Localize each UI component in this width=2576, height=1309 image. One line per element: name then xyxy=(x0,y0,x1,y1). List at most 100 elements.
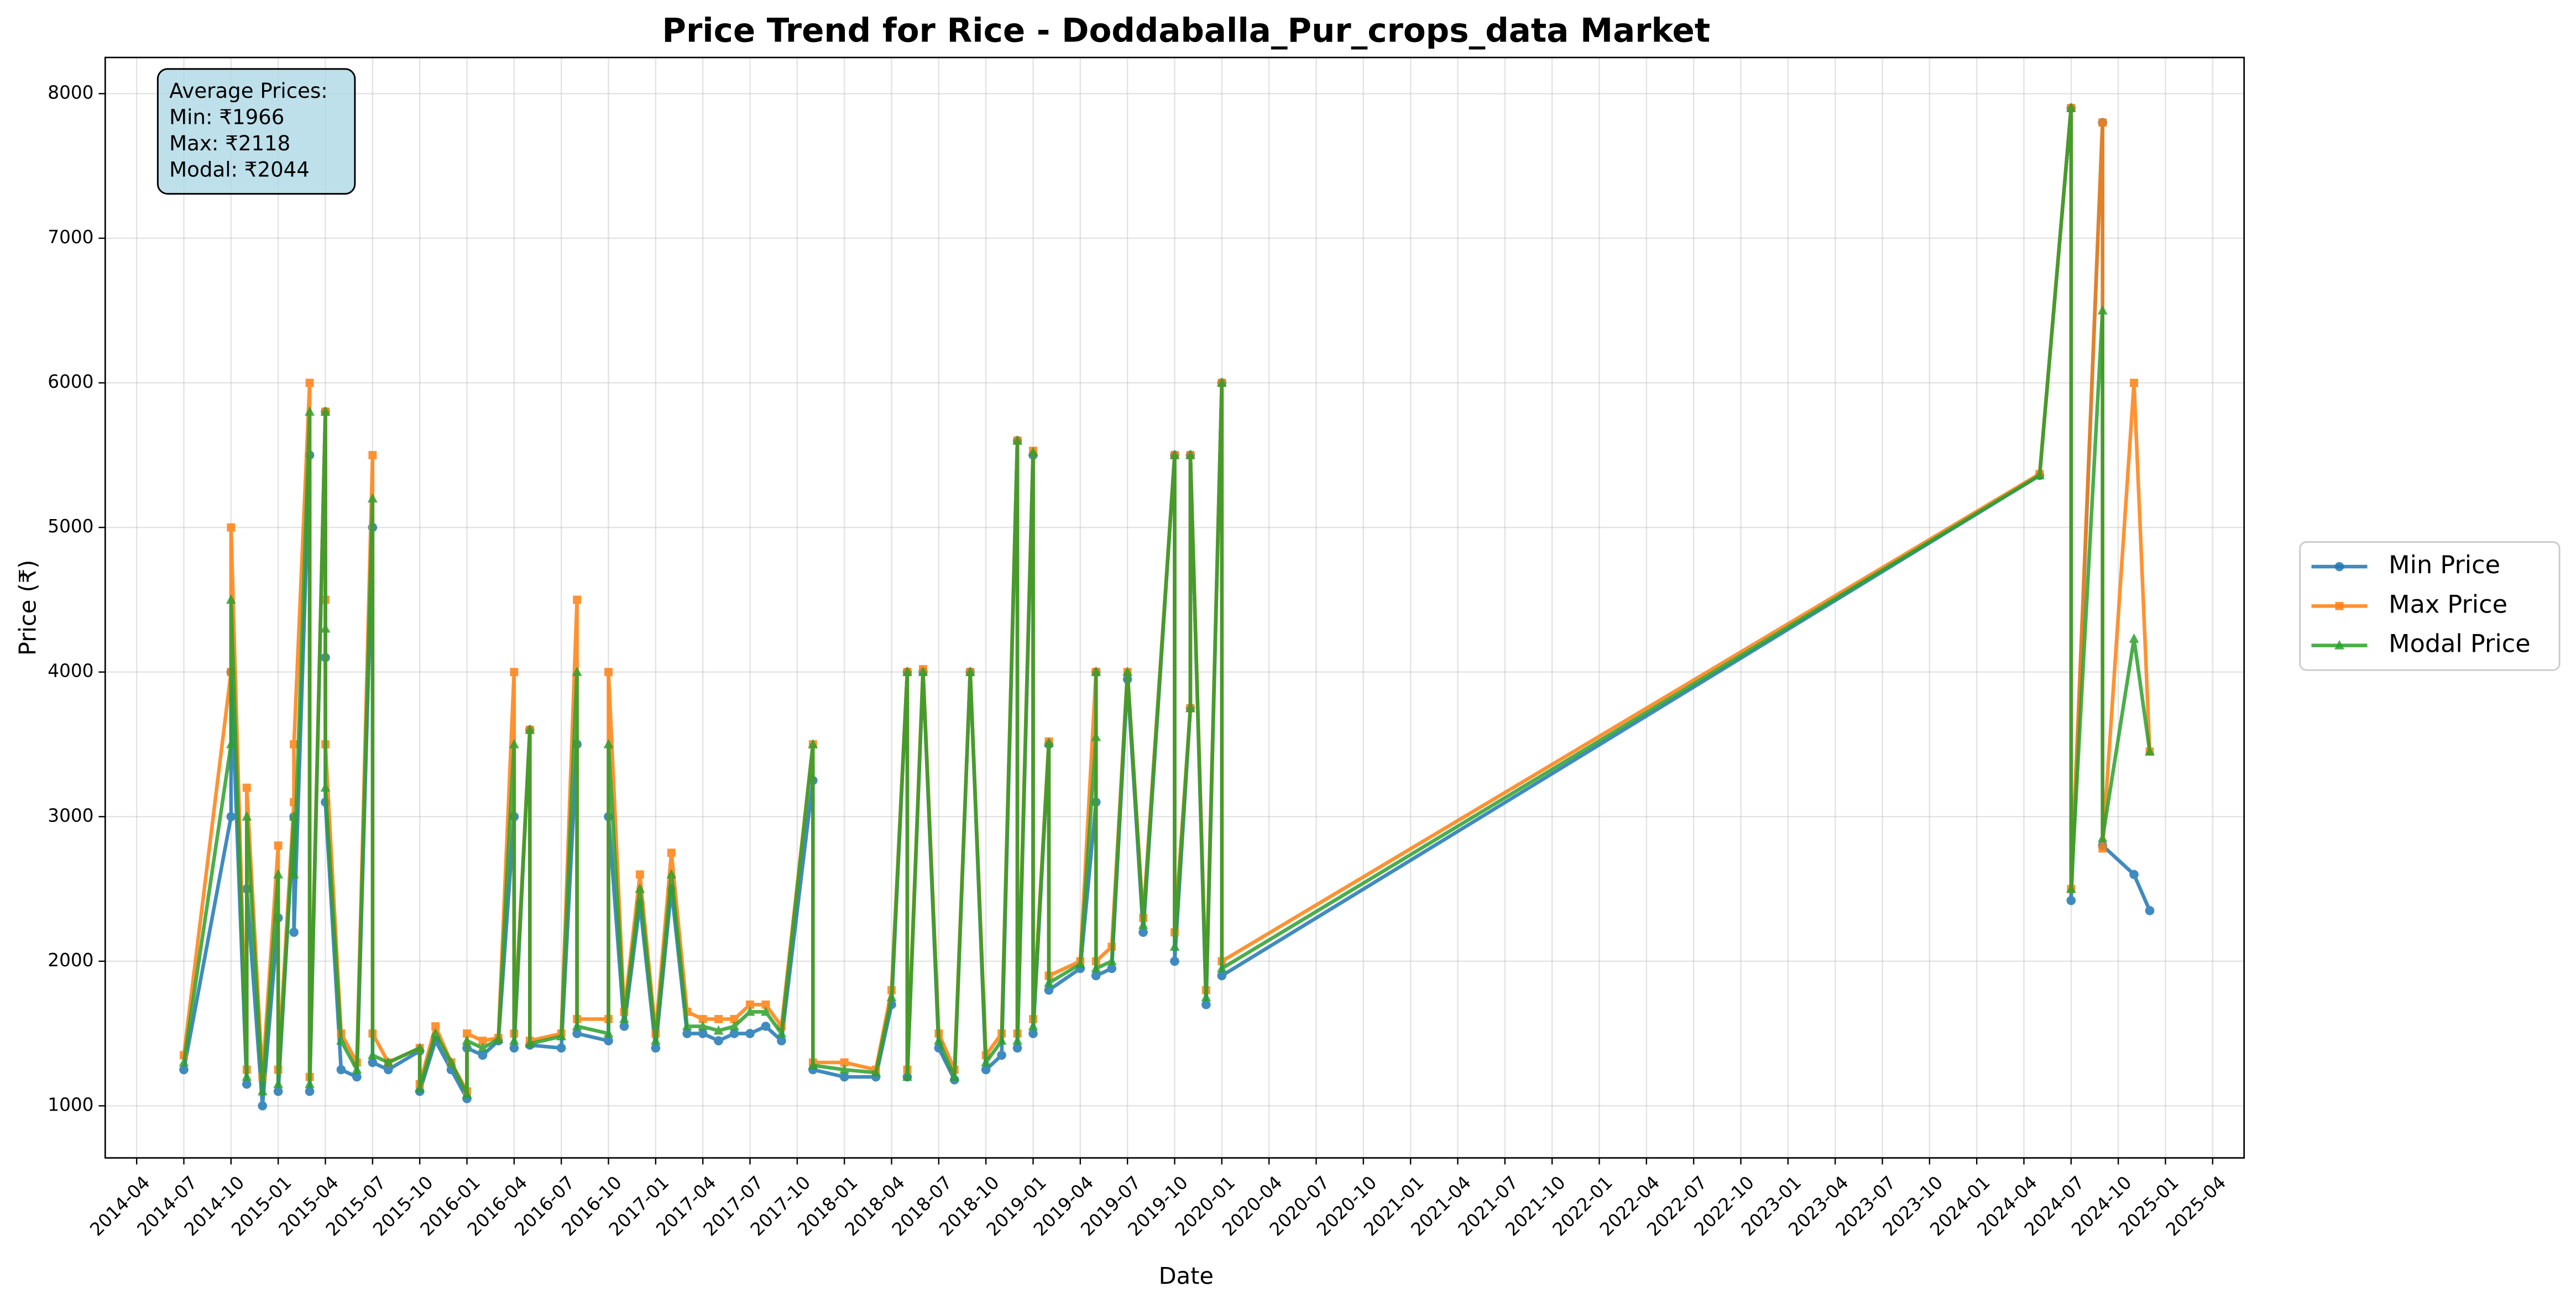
marker xyxy=(383,1057,394,1067)
marker xyxy=(871,1067,881,1077)
marker xyxy=(761,1022,771,1031)
marker xyxy=(510,668,519,677)
marker xyxy=(604,1036,613,1046)
marker xyxy=(902,666,912,676)
y-tick-label: 6000 xyxy=(48,371,93,392)
marker xyxy=(1075,959,1085,968)
marker xyxy=(1201,992,1211,1002)
marker xyxy=(761,1006,771,1016)
marker xyxy=(2145,906,2155,915)
marker xyxy=(478,1036,487,1045)
marker xyxy=(1216,963,1227,973)
marker xyxy=(619,1022,629,1031)
marker xyxy=(179,1065,189,1075)
marker xyxy=(603,1028,614,1038)
marker xyxy=(556,1043,566,1053)
marker xyxy=(257,1086,268,1096)
marker xyxy=(336,1065,346,1075)
marker xyxy=(305,1087,315,1096)
marker xyxy=(949,1071,960,1081)
marker xyxy=(714,1036,723,1046)
marker xyxy=(1028,1020,1038,1030)
marker xyxy=(525,1038,535,1048)
marker xyxy=(2066,102,2076,112)
legend-label: Max Price xyxy=(2389,590,2507,619)
marker xyxy=(242,1071,252,1081)
marker xyxy=(1170,956,1179,966)
marker xyxy=(2097,832,2108,842)
marker xyxy=(573,595,582,604)
marker xyxy=(2130,379,2139,387)
marker xyxy=(572,666,582,676)
series-line xyxy=(182,106,2152,1096)
marker xyxy=(2098,844,2107,853)
marker xyxy=(745,1029,755,1039)
annotation-text: Min: ₹1966 xyxy=(169,105,284,129)
marker xyxy=(1012,1043,1022,1053)
marker xyxy=(305,379,314,387)
marker xyxy=(431,1022,440,1031)
marker xyxy=(367,1050,378,1060)
marker xyxy=(556,1031,567,1041)
marker xyxy=(2098,118,2107,127)
marker xyxy=(902,1071,912,1081)
marker xyxy=(666,869,677,879)
marker xyxy=(2334,562,2344,572)
marker xyxy=(1122,666,1133,676)
marker xyxy=(242,1079,252,1089)
marker xyxy=(808,739,818,748)
marker xyxy=(493,1034,504,1044)
marker xyxy=(1138,928,1148,937)
marker xyxy=(2145,746,2155,756)
marker xyxy=(714,1015,723,1023)
marker xyxy=(933,1035,944,1045)
marker xyxy=(730,1015,739,1023)
marker xyxy=(368,1057,378,1067)
y-tick-label: 4000 xyxy=(48,661,93,682)
series xyxy=(179,102,2155,1098)
marker xyxy=(1028,1029,1038,1039)
marker xyxy=(352,1064,362,1074)
marker xyxy=(729,1029,739,1039)
marker xyxy=(965,666,975,676)
marker xyxy=(179,1057,189,1067)
marker xyxy=(745,1006,755,1016)
marker xyxy=(289,811,299,821)
marker xyxy=(1028,447,1038,457)
y-tick-label: 5000 xyxy=(48,516,93,537)
marker xyxy=(996,1035,1007,1045)
marker xyxy=(635,883,645,893)
legend-box xyxy=(2299,541,2561,671)
y-tick-label: 1000 xyxy=(48,1094,93,1115)
marker xyxy=(2129,633,2139,643)
marker xyxy=(446,1057,456,1067)
marker xyxy=(619,1013,629,1023)
marker xyxy=(1169,449,1180,459)
marker xyxy=(651,1043,661,1053)
marker xyxy=(1091,666,1101,676)
marker xyxy=(2097,305,2108,315)
marker xyxy=(509,739,519,748)
marker xyxy=(1201,1000,1211,1009)
legend-label: Min Price xyxy=(2389,551,2500,579)
marker xyxy=(226,811,236,821)
marker xyxy=(430,1028,441,1038)
marker xyxy=(415,1043,425,1052)
y-tick-label: 2000 xyxy=(48,950,93,971)
marker xyxy=(698,1020,708,1030)
y-axis-label: Price (₹) xyxy=(14,560,41,656)
marker xyxy=(320,623,331,633)
marker xyxy=(525,724,535,734)
marker xyxy=(273,1087,283,1096)
marker xyxy=(1091,971,1101,981)
marker xyxy=(352,1072,362,1082)
marker xyxy=(1217,971,1227,981)
marker xyxy=(1216,377,1227,387)
marker xyxy=(305,406,315,416)
marker xyxy=(462,1088,472,1098)
marker xyxy=(273,869,284,879)
marker xyxy=(918,666,928,676)
marker xyxy=(1012,435,1022,445)
